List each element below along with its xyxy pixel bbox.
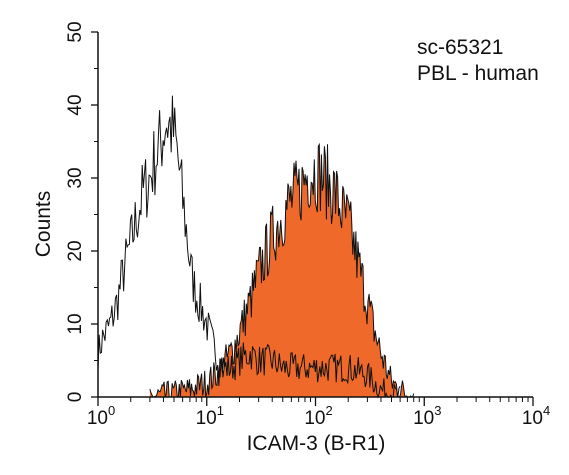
histogram-outlines [97, 95, 415, 399]
y-ticks: 0 10 20 30 40 50 [65, 21, 98, 402]
stained-histogram-outline [149, 142, 415, 398]
y-tick-label: 40 [65, 94, 86, 115]
x-ticks: 100 101 102 103 104 [87, 397, 550, 429]
x-tick-label: 103 [413, 403, 441, 429]
y-axis-label: Counts [32, 191, 55, 258]
control-histogram-outline [97, 95, 401, 399]
annotation-antibody: sc-65321 [417, 36, 504, 59]
x-tick-label: 100 [87, 403, 115, 429]
histogram-fills [149, 144, 414, 397]
stained-histogram-fill [149, 144, 414, 397]
y-tick-label: 20 [65, 240, 86, 261]
x-tick-label: 104 [522, 403, 550, 429]
y-tick-label: 30 [65, 167, 86, 188]
y-tick-label: 50 [65, 21, 86, 42]
annotation-sample: PBL - human [417, 62, 539, 85]
y-tick-label: 0 [65, 392, 86, 403]
y-tick-label: 10 [65, 313, 86, 334]
x-tick-label: 102 [304, 403, 332, 429]
x-tick-label: 101 [196, 403, 224, 429]
x-axis-label: ICAM-3 (B-R1) [247, 432, 386, 455]
